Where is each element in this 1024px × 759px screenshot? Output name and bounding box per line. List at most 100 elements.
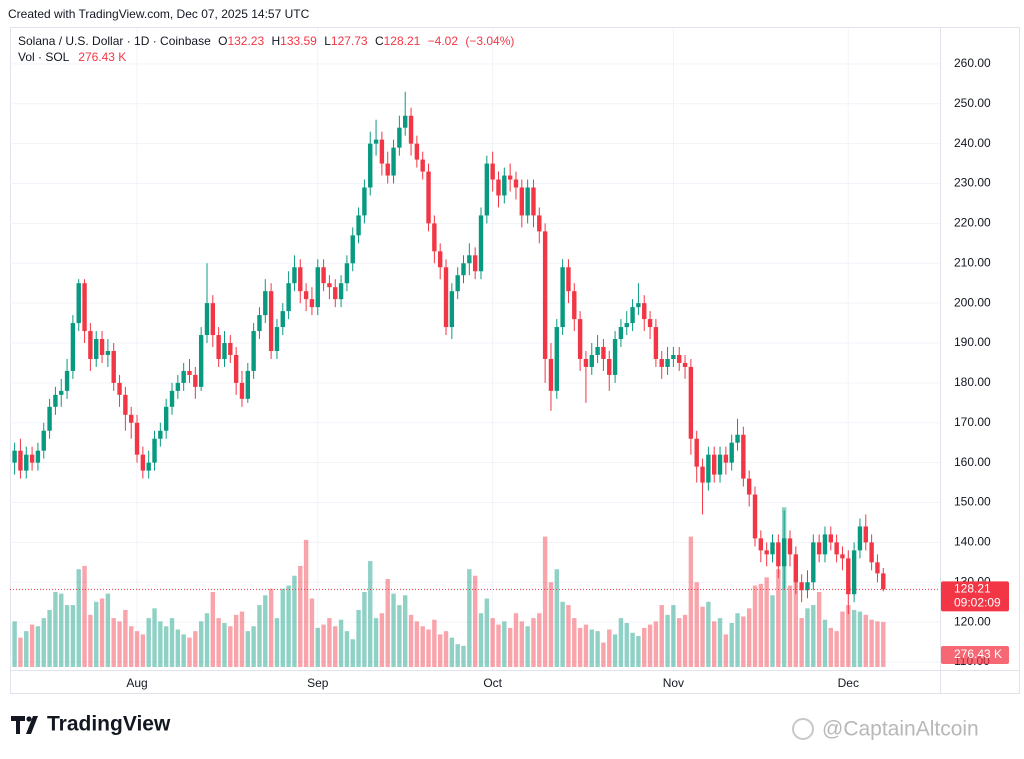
ohlc-value: 128.21 [384,34,421,48]
volume-bar [403,595,408,667]
candle-body [636,303,641,308]
candle-body [764,550,769,555]
change: −4.02 [428,34,459,48]
candle-body [875,562,880,574]
volume-bar [554,569,559,667]
volume-bar [846,605,851,667]
candle-body [799,582,804,591]
candle-body [694,438,699,467]
candle-body [647,319,653,328]
volume-bar [601,642,606,667]
volume-bar [134,631,140,667]
candle-body [793,554,799,583]
ohlc-value: 133.59 [280,34,317,48]
volume-bar [624,622,629,667]
candle-body [169,390,175,407]
y-tick-label: 180.00 [954,375,991,389]
candle-body [204,303,210,336]
candle-body [18,450,23,471]
volume-bar [222,622,227,667]
candle-body [210,303,216,336]
volume-bar [251,626,256,667]
candle-body [64,370,70,391]
candle-body [292,267,297,284]
volume-bar [18,637,23,667]
legend-line: Solana / U.S. Dollar · 1D · Coinbase O13… [18,34,514,48]
candle-body [881,573,886,590]
volume-bar [111,618,116,667]
candle-body [472,255,478,272]
volume-title: Vol · SOL [18,50,70,64]
volume-bar [490,618,495,667]
candle-body [805,582,810,591]
volume-bar [834,631,839,667]
ohlc-label: H [271,34,280,48]
candle-body [356,215,361,236]
countdown: 09:02:09 [954,596,1001,610]
candles [12,91,886,615]
volume-bar [828,627,833,667]
candle-body [152,438,157,463]
chart-frame [10,27,1020,694]
volume-bar [717,618,723,667]
candle-body [811,542,816,583]
y-tick-label: 160.00 [954,455,991,469]
volume-bar [379,613,385,667]
candle-body [187,370,192,375]
volume-bar [432,619,437,667]
candle-body [863,526,868,543]
volume-bar [548,582,554,667]
volume-bar [805,608,810,667]
volume-bar [169,618,175,667]
candle-body [857,526,863,551]
candle-body [24,454,29,471]
candle-body [94,339,99,359]
x-tick-label: Sep [307,676,329,690]
candle-body [123,394,128,415]
candle-body [443,267,449,328]
candle-body [741,434,746,479]
volume-bar [391,593,396,667]
volume-bar [344,631,350,667]
volume-bar [82,565,87,667]
volume-bar [321,624,326,667]
volume-bar [263,595,268,667]
volume-bar [583,624,589,667]
candle-body [846,558,851,595]
volume-bar [694,582,699,667]
volume-bar [799,618,804,667]
candle-body [35,450,41,463]
symbol-title: Solana / U.S. Dollar · 1D · Coinbase [18,34,211,48]
volume-bar [426,629,431,667]
volume-bar [612,634,618,667]
volume-bar [210,592,216,667]
candle-body [542,231,548,359]
candle-body [245,370,250,399]
volume-bar [286,585,291,667]
volume-bar [869,619,874,667]
candle-body [869,542,874,563]
volume-bar [566,605,571,667]
volume-value: 276.43 K [78,50,126,64]
candle-body [303,291,309,300]
candle-body [682,362,688,367]
volume-bar [443,631,449,667]
candle-body [478,215,484,272]
candle-body [583,358,589,367]
candle-body [379,139,385,164]
y-tick-label: 250.00 [954,96,991,110]
volume-bar [239,611,245,667]
volume-bar [589,629,594,667]
y-tick-label: 220.00 [954,216,991,230]
volume-bar [642,627,647,667]
candle-body [735,434,740,443]
volume-bar [373,618,379,667]
volume-bar [228,626,233,667]
volume-bar [216,618,221,667]
y-tick-label: 150.00 [954,495,991,509]
volume-bar [519,621,525,667]
volume-bar [268,588,274,667]
candle-body [717,454,723,475]
volume-bar [472,575,478,667]
